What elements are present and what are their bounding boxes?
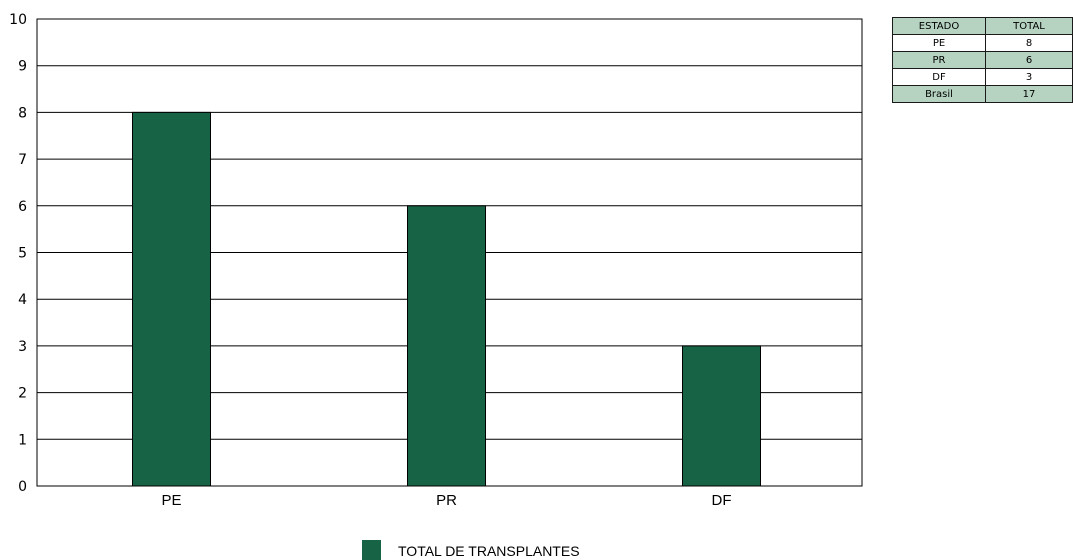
header-total: TOTAL [985, 17, 1073, 35]
y-tick-label: 7 [18, 152, 27, 168]
data-table: ESTADO TOTAL PE 8 PR 6 DF 3 Brasil 17 [891, 17, 1073, 103]
table-row: Brasil 17 [891, 85, 1073, 103]
table-row: PE 8 [891, 34, 1073, 52]
y-tick-label: 3 [18, 339, 27, 355]
cell-estado: DF [891, 68, 987, 86]
table-row: DF 3 [891, 68, 1073, 86]
y-tick-label: 5 [18, 246, 27, 262]
bar-df [682, 345, 761, 487]
y-tick-label: 4 [18, 292, 27, 308]
x-tick-label: PR [436, 492, 457, 509]
cell-total: 8 [985, 34, 1073, 52]
header-estado: ESTADO [891, 17, 987, 35]
y-tick-label: 2 [18, 386, 27, 402]
cell-total: 17 [985, 85, 1073, 103]
cell-total: 3 [985, 68, 1073, 86]
bar-pe [132, 111, 211, 487]
plot-frame [36, 18, 863, 487]
y-tick-label: 1 [18, 432, 27, 448]
x-tick-label: PE [161, 492, 181, 509]
x-tick-label: DF [712, 492, 732, 509]
y-tick-label: 8 [18, 105, 27, 121]
y-tick-label: 0 [18, 479, 27, 495]
cell-estado: Brasil [891, 85, 987, 103]
y-tick-label: 9 [18, 59, 27, 75]
table-row: PR 6 [891, 51, 1073, 69]
legend-label: TOTAL DE TRANSPLANTES [398, 543, 580, 559]
cell-estado: PR [891, 51, 987, 69]
bar-pr [407, 205, 486, 487]
y-axis-ticks: 0 1 2 3 4 5 6 7 8 9 10 [9, 12, 27, 495]
cell-estado: PE [891, 34, 987, 52]
table-header-row: ESTADO TOTAL [891, 17, 1073, 35]
legend: TOTAL DE TRANSPLANTES [362, 540, 580, 560]
legend-swatch [362, 540, 381, 560]
bars [132, 111, 761, 487]
y-tick-label: 10 [9, 12, 27, 28]
y-tick-label: 6 [18, 199, 27, 215]
x-axis-labels: PE PR DF [161, 492, 731, 509]
cell-total: 6 [985, 51, 1073, 69]
